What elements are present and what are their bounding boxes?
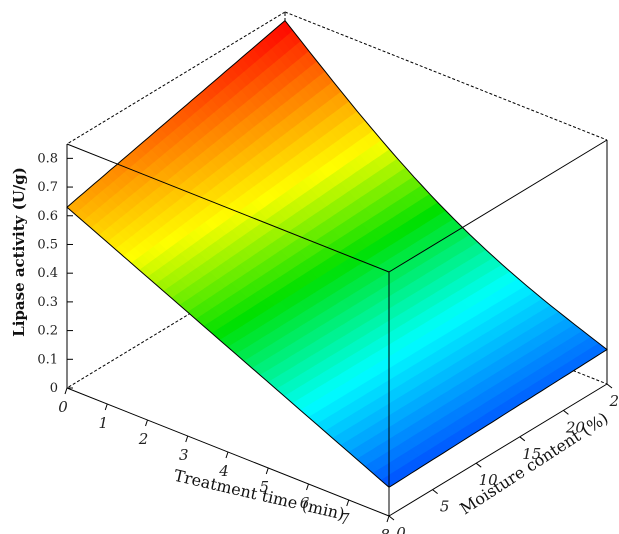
y-tick-mark: [432, 489, 438, 494]
x-tick-mark: [225, 451, 229, 459]
y-tick-label: 20: [565, 418, 586, 436]
z-axis-ticks: 0 0.1 0.2 0.3 0.4 0.5 0.6 0.7 0.8: [37, 151, 73, 396]
box-edge: [284, 11, 608, 141]
y-tick-mark: [606, 383, 613, 389]
x-tick-label: 0: [58, 398, 68, 416]
z-tick-label: 0.7: [37, 180, 58, 195]
z-tick-label: 0.8: [37, 151, 58, 166]
y-tick-label: 25: [608, 392, 619, 410]
y-axis-ticks: 0 5 10 15 20 25: [388, 383, 619, 534]
y-tick-mark: [519, 436, 526, 442]
x-axis-ticks: 0 1 2 3 4 5 6 7 8: [58, 387, 390, 534]
box-edge: [66, 143, 390, 273]
z-tick-label: 0.3: [37, 295, 58, 310]
x-tick-mark: [386, 515, 390, 523]
box-edge: [66, 11, 286, 145]
x-tick-label: 8: [380, 526, 390, 534]
y-tick-label: 5: [440, 498, 450, 516]
x-tick-mark: [306, 483, 309, 491]
front-box-edges: [66, 139, 608, 517]
x-tick-mark: [104, 403, 108, 411]
x-tick-mark: [185, 435, 189, 443]
x-tick-mark: [145, 419, 148, 427]
x-tick-label: 6: [300, 494, 310, 512]
z-tick-label: 0: [50, 381, 58, 396]
box-edge: [388, 383, 608, 517]
y-tick-mark: [563, 410, 569, 415]
x-tick-mark: [64, 387, 68, 395]
x-tick-mark: [346, 499, 350, 507]
x-tick-mark: [265, 467, 269, 475]
y-tick-mark: [475, 462, 482, 468]
y-tick-label: 0: [396, 524, 406, 534]
box-edge: [388, 139, 608, 273]
z-tick-label: 0.4: [37, 266, 58, 281]
y-tick-mark: [388, 515, 395, 521]
z-axis-title: Lipase activity (U/g): [10, 167, 28, 337]
x-tick-label: 5: [259, 478, 269, 496]
z-tick-label: 0.6: [37, 209, 58, 224]
x-tick-label: 3: [179, 446, 189, 464]
z-tick-label: 0.1: [37, 352, 58, 367]
x-tick-label: 4: [218, 462, 229, 480]
x-tick-label: 7: [340, 510, 350, 528]
x-tick-label: 1: [98, 414, 108, 432]
y-tick-label: 10: [479, 471, 499, 489]
y-tick-label: 15: [522, 445, 541, 463]
x-tick-label: 2: [138, 430, 149, 448]
x-axis-title: Treatment time (min): [172, 466, 346, 524]
z-tick-label: 0.2: [37, 324, 58, 339]
response-surface: [67, 20, 607, 488]
z-tick-label: 0.5: [37, 237, 58, 252]
